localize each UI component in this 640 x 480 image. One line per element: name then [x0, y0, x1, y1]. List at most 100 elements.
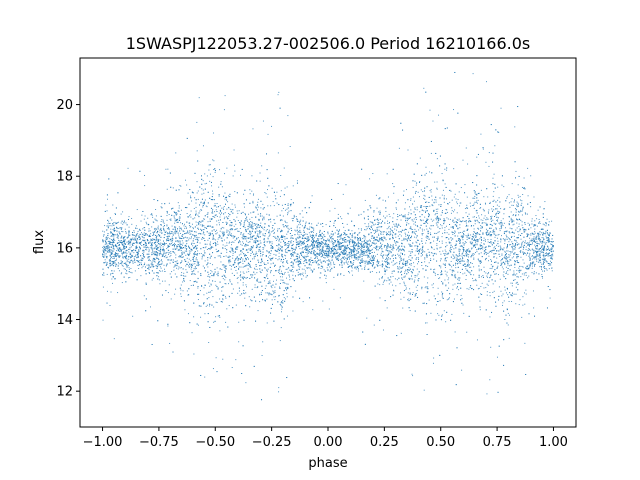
data-point	[287, 227, 289, 229]
data-point	[376, 207, 378, 209]
data-point	[483, 287, 485, 289]
data-point	[128, 258, 130, 260]
data-point	[417, 273, 419, 275]
data-point	[376, 230, 378, 232]
data-point	[201, 193, 203, 195]
data-point	[488, 260, 490, 262]
data-point	[504, 286, 506, 288]
data-point	[199, 224, 201, 226]
data-point	[115, 255, 117, 257]
data-point	[390, 229, 392, 231]
data-point	[543, 255, 545, 257]
data-point	[217, 288, 219, 290]
data-point	[436, 232, 438, 234]
data-point	[329, 260, 331, 262]
data-point	[347, 263, 349, 265]
data-point	[469, 251, 471, 253]
data-point	[454, 283, 456, 285]
data-point	[313, 240, 315, 242]
data-point	[377, 260, 379, 262]
data-point	[247, 228, 249, 230]
data-point	[281, 276, 283, 278]
data-point	[509, 232, 511, 234]
data-point	[507, 294, 509, 296]
data-point	[255, 251, 257, 253]
data-point	[371, 249, 373, 251]
data-point	[358, 246, 360, 248]
data-point	[195, 257, 197, 259]
data-point	[266, 196, 268, 198]
data-point	[346, 246, 348, 248]
data-point	[184, 227, 186, 229]
data-point	[499, 256, 501, 258]
data-point	[347, 235, 349, 237]
data-point	[540, 259, 541, 261]
data-point	[432, 362, 434, 364]
data-point	[400, 257, 402, 259]
data-point	[537, 238, 539, 240]
data-point	[444, 264, 446, 266]
data-point	[134, 260, 136, 262]
data-point	[462, 235, 464, 237]
data-point	[230, 225, 232, 227]
data-point	[307, 228, 309, 230]
data-point	[360, 246, 362, 248]
data-point	[338, 236, 340, 238]
data-point	[539, 266, 541, 268]
data-point	[404, 275, 406, 277]
data-point	[518, 276, 520, 278]
data-point	[379, 264, 381, 266]
data-point	[120, 249, 122, 251]
data-point	[140, 220, 142, 222]
data-point	[210, 269, 212, 271]
data-point	[181, 272, 183, 274]
data-point	[468, 248, 470, 250]
data-point	[144, 227, 146, 229]
data-point	[263, 242, 265, 244]
data-point	[481, 226, 483, 228]
data-point	[115, 234, 117, 236]
data-point	[318, 244, 320, 246]
data-point	[536, 233, 538, 235]
data-point	[114, 213, 116, 215]
data-point	[368, 250, 370, 252]
data-point	[113, 234, 115, 236]
data-point	[280, 279, 282, 281]
data-point	[117, 248, 119, 250]
data-point	[164, 234, 166, 236]
data-point	[541, 249, 543, 251]
data-point	[250, 212, 252, 214]
data-point	[495, 223, 497, 225]
data-point	[403, 276, 405, 278]
data-point	[420, 220, 422, 222]
data-point	[195, 210, 197, 212]
data-point	[231, 203, 233, 205]
data-point	[330, 251, 332, 253]
data-point	[250, 224, 252, 226]
data-point	[227, 230, 229, 232]
data-point	[122, 244, 124, 246]
data-point	[530, 175, 532, 177]
data-point	[140, 241, 142, 243]
data-point	[308, 252, 310, 254]
data-point	[460, 187, 462, 189]
data-point	[283, 167, 285, 169]
data-point	[267, 205, 269, 207]
data-point	[498, 217, 499, 219]
data-point	[446, 217, 448, 219]
data-point	[496, 257, 498, 259]
data-point	[473, 207, 475, 209]
data-point	[243, 242, 245, 244]
data-point	[533, 224, 535, 226]
data-point	[490, 235, 492, 237]
data-point	[160, 242, 162, 244]
data-point	[534, 232, 536, 234]
data-point	[208, 273, 210, 275]
data-point	[537, 252, 539, 254]
data-point	[511, 251, 513, 253]
data-point	[190, 265, 192, 267]
data-point	[330, 252, 332, 254]
data-point	[264, 240, 266, 242]
data-point	[231, 367, 233, 369]
data-point	[443, 253, 445, 255]
